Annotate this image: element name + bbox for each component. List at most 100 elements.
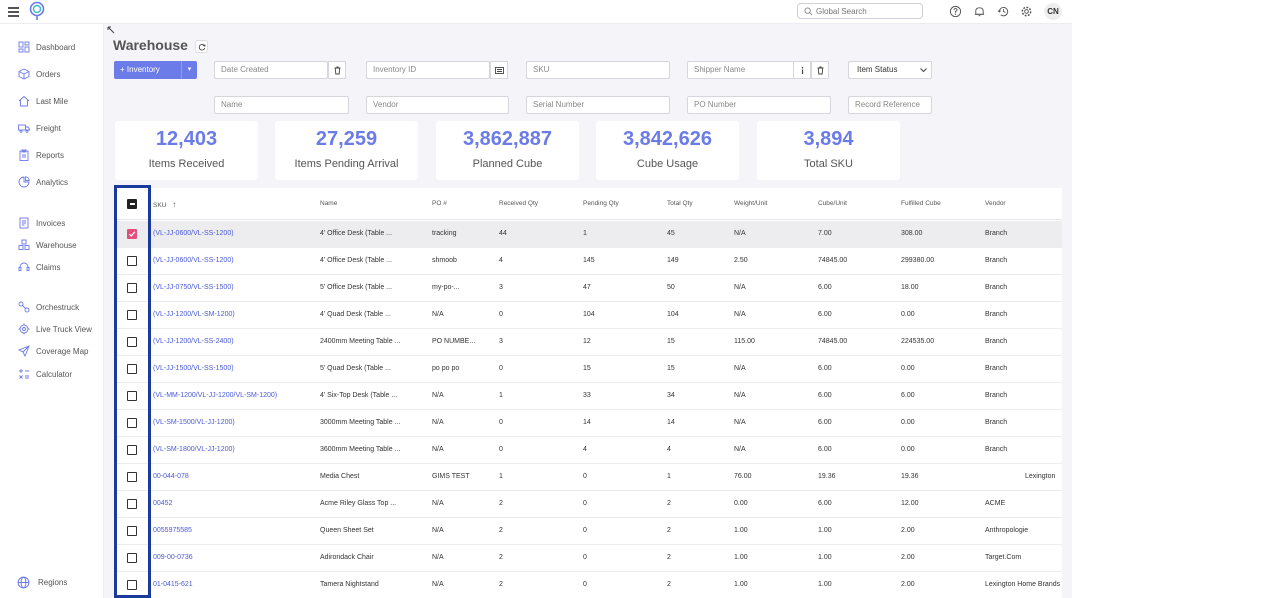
add-inventory-button[interactable]: + Inventory ▾ <box>114 61 197 79</box>
shipper-info-button[interactable] <box>793 61 811 79</box>
table-row[interactable]: 009-00-0736 Adirondack Chair N/A 2 0 2 1.00 1.0… <box>114 545 1062 572</box>
cell-sku[interactable]: 01-0415-621 <box>153 581 193 588</box>
item-status-select[interactable]: Item Status <box>848 61 932 79</box>
column-header-total-qty[interactable]: Total Qty <box>667 200 693 207</box>
cell-total-qty: 15 <box>667 338 675 345</box>
row-checkbox[interactable] <box>127 580 137 590</box>
clear-date-button[interactable] <box>328 61 346 79</box>
refresh-button[interactable] <box>195 40 208 53</box>
sidebar-item-orders[interactable]: Orders <box>18 67 60 81</box>
sidebar-item-coverage-map[interactable]: Coverage Map <box>18 344 88 358</box>
sort-ascending-icon[interactable]: ↑ <box>172 200 177 209</box>
table-row[interactable]: (VL-JJ-0600/VL-SS-1200) 4' Office Desk (T… <box>114 221 1062 248</box>
cell-sku[interactable]: 0055975585 <box>153 527 192 534</box>
gear-icon[interactable] <box>1020 5 1033 18</box>
global-search[interactable] <box>797 3 923 19</box>
sidebar-item-calculator[interactable]: Calculator <box>18 367 72 381</box>
user-avatar[interactable]: CN <box>1044 3 1062 20</box>
cell-sku[interactable]: (VL-SM-1500/VL-JJ-1200) <box>153 419 235 426</box>
serial-number-filter[interactable]: Serial Number <box>526 96 670 114</box>
row-checkbox[interactable] <box>127 229 137 239</box>
table-row[interactable]: (VL-MM-1200/VL-JJ-1200/VL-SM-1200) 4' Six… <box>114 383 1062 410</box>
table-row[interactable]: (VL-JJ-1200/VL-SM-1200) 4' Quad Desk (Tab… <box>114 302 1062 329</box>
table-row[interactable]: (VL-JJ-1200/VL-SS-2400) 2400mm Meeting Ta… <box>114 329 1062 356</box>
record-reference-filter[interactable]: Record Reference <box>848 96 932 114</box>
cell-sku[interactable]: (VL-JJ-1200/VL-SM-1200) <box>153 311 235 318</box>
history-icon[interactable] <box>997 5 1010 18</box>
column-header-po[interactable]: PO # <box>432 200 447 207</box>
cell-fulfilled-cube: 0.00 <box>901 419 915 426</box>
cell-sku[interactable]: (VL-JJ-0750/VL-SS-1500) <box>153 284 234 291</box>
table-row[interactable]: 0055975585 Queen Sheet Set N/A 2 0 2 1.00 1.00 2… <box>114 518 1062 545</box>
table-row[interactable]: (VL-SM-1500/VL-JJ-1200) 3000mm Meeting Ta… <box>114 410 1062 437</box>
cell-sku[interactable]: (VL-JJ-0600/VL-SS-1200) <box>153 257 234 264</box>
sidebar-item-last-mile[interactable]: Last Mile <box>18 94 68 108</box>
sidebar-item-invoices[interactable]: Invoices <box>18 216 65 230</box>
inventory-id-filter[interactable]: Inventory ID <box>366 61 490 79</box>
name-filter[interactable]: Name <box>214 96 349 114</box>
table-row[interactable]: 01-0415-621 Tamera Nightstand N/A 2 0 2 1.00 1.… <box>114 572 1062 598</box>
app-logo-icon[interactable] <box>29 1 45 21</box>
sidebar-item-analytics[interactable]: Analytics <box>18 175 68 189</box>
table-row[interactable]: (VL-SM-1800/VL-JJ-1200) 3600mm Meeting Ta… <box>114 437 1062 464</box>
cell-sku[interactable]: (VL-JJ-1200/VL-SS-2400) <box>153 338 234 345</box>
sidebar-item-orchestruck[interactable]: Orchestruck <box>18 300 79 314</box>
add-inventory-label[interactable]: + Inventory <box>114 61 182 79</box>
row-checkbox[interactable] <box>127 499 137 509</box>
column-header-name[interactable]: Name <box>320 200 338 207</box>
hamburger-menu-icon[interactable] <box>8 7 19 17</box>
column-header-vendor[interactable]: Vendor <box>985 200 1006 207</box>
sidebar-item-reports[interactable]: Reports <box>18 148 64 162</box>
inventory-dropdown-caret-icon[interactable]: ▾ <box>187 66 192 73</box>
table-row[interactable]: 00452 Acme Riley Glass Top ... N/A 2 0 2 0.00 6… <box>114 491 1062 518</box>
sku-filter[interactable]: SKU <box>526 61 670 79</box>
row-checkbox[interactable] <box>127 553 137 563</box>
cell-sku[interactable]: 00-044-078 <box>153 473 189 480</box>
sidebar-item-warehouse[interactable]: Warehouse <box>18 238 77 252</box>
barcode-scan-button[interactable] <box>490 61 508 79</box>
sidebar-item-claims[interactable]: Claims <box>18 260 60 274</box>
row-checkbox[interactable] <box>127 526 137 536</box>
table-row[interactable]: 00-044-078 Media Chest GIMS TEST 1 0 1 76.00 19… <box>114 464 1062 491</box>
vendor-filter[interactable]: Vendor <box>366 96 509 114</box>
cell-sku[interactable]: (VL-SM-1800/VL-JJ-1200) <box>153 446 235 453</box>
row-checkbox[interactable] <box>127 391 137 401</box>
row-checkbox[interactable] <box>127 283 137 293</box>
column-header-sku[interactable]: SKU ↑ <box>153 200 176 209</box>
help-icon[interactable] <box>949 5 962 18</box>
cell-weight-unit: 0.00 <box>734 500 748 507</box>
row-checkbox[interactable] <box>127 364 137 374</box>
sidebar-item-dashboard[interactable]: Dashboard <box>18 40 75 54</box>
cell-sku[interactable]: (VL-JJ-1500/VL-SS-1500) <box>153 365 234 372</box>
cell-sku[interactable]: 00452 <box>153 500 173 507</box>
select-all-checkbox[interactable] <box>127 199 137 209</box>
clear-shipper-button[interactable] <box>811 61 829 79</box>
sidebar-item-live-truck-view[interactable]: Live Truck View <box>18 322 92 336</box>
column-header-fulfilled-cube[interactable]: Fulfilled Cube <box>901 200 941 207</box>
column-header-pending-qty[interactable]: Pending Qty <box>583 200 619 207</box>
table-row[interactable]: (VL-JJ-1500/VL-SS-1500) 5' Quad Desk (Tab… <box>114 356 1062 383</box>
row-checkbox[interactable] <box>127 337 137 347</box>
column-header-received-qty[interactable]: Received Qty <box>499 200 539 207</box>
row-checkbox[interactable] <box>127 445 137 455</box>
row-checkbox[interactable] <box>127 256 137 266</box>
bell-icon[interactable] <box>973 5 986 18</box>
cell-sku[interactable]: (VL-JJ-0600/VL-SS-1200) <box>153 230 234 237</box>
cell-vendor: ACME <box>985 500 1006 507</box>
cell-sku[interactable]: (VL-MM-1200/VL-JJ-1200/VL-SM-1200) <box>153 392 278 399</box>
po-number-filter[interactable]: PO Number <box>687 96 831 114</box>
expand-arrow-icon[interactable] <box>107 26 115 34</box>
table-row[interactable]: (VL-JJ-0750/VL-SS-1500) 5' Office Desk (T… <box>114 275 1062 302</box>
row-checkbox[interactable] <box>127 472 137 482</box>
sidebar-item-freight[interactable]: Freight <box>18 121 61 135</box>
search-input[interactable] <box>816 5 916 17</box>
shipper-name-filter[interactable]: Shipper Name <box>687 61 795 79</box>
date-created-filter[interactable]: Date Created <box>214 61 328 79</box>
column-header-weight-unit[interactable]: Weight/Unit <box>734 200 768 207</box>
table-row[interactable]: (VL-JJ-0600/VL-SS-1200) 4' Office Desk (T… <box>114 248 1062 275</box>
column-header-cube-unit[interactable]: Cube/Unit <box>818 200 847 207</box>
sidebar-item-regions[interactable]: Regions <box>17 575 67 589</box>
row-checkbox[interactable] <box>127 418 137 428</box>
row-checkbox[interactable] <box>127 310 137 320</box>
cell-sku[interactable]: 009-00-0736 <box>153 554 193 561</box>
